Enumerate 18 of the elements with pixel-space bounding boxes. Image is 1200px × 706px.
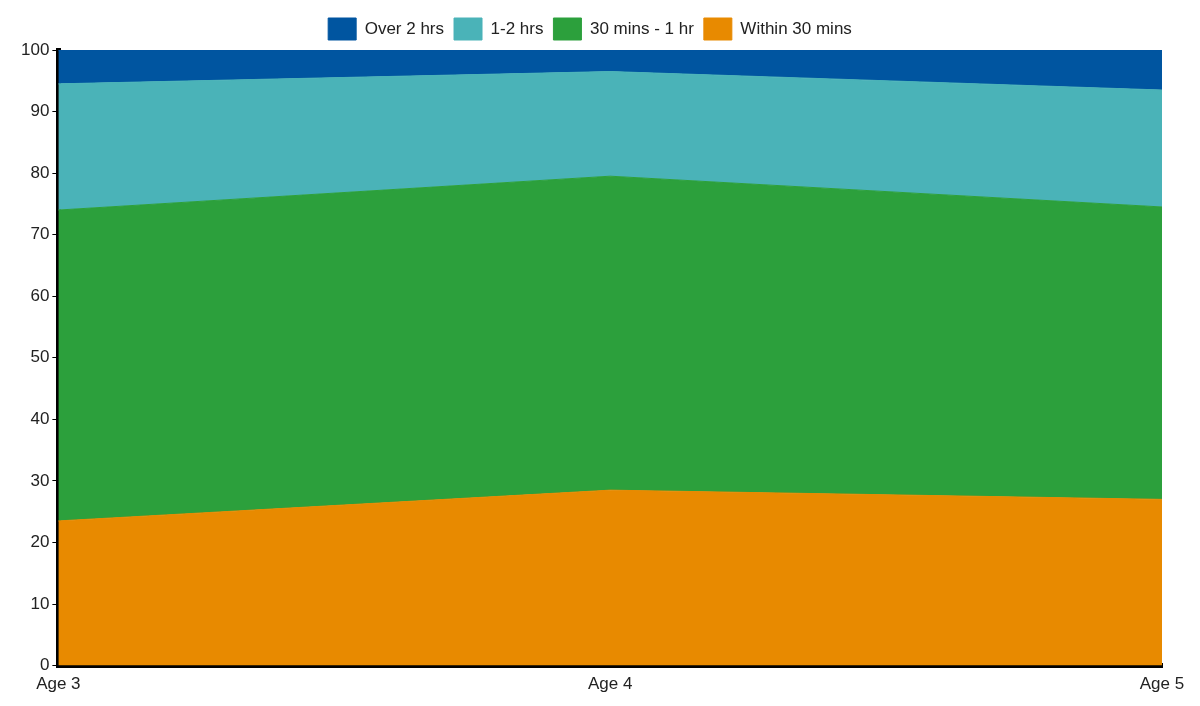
legend-label: Within 30 mins <box>740 18 852 38</box>
legend-label: Over 2 hrs <box>364 18 445 38</box>
y-tick-label: 50 <box>30 347 50 367</box>
y-tick-label: 0 <box>39 655 50 675</box>
y-tick-label: 100 <box>20 39 50 59</box>
legend-label: 30 mins - 1 hr <box>589 18 695 38</box>
x-tick-label: Age 4 <box>587 674 633 694</box>
x-tick-label: Age 5 <box>1139 674 1185 694</box>
x-tick-label: Age 3 <box>36 674 81 694</box>
y-tick-label: 60 <box>30 285 50 305</box>
y-tick-label: 90 <box>30 101 50 121</box>
y-tick-label: 40 <box>30 409 50 429</box>
y-tick-label: 70 <box>30 224 50 244</box>
y-tick-label: 80 <box>30 162 50 182</box>
y-tick-label: 10 <box>30 593 50 613</box>
y-tick-label: 30 <box>30 470 50 490</box>
y-tick-label: 20 <box>30 532 50 552</box>
legend-label: 1-2 hrs <box>490 18 544 38</box>
